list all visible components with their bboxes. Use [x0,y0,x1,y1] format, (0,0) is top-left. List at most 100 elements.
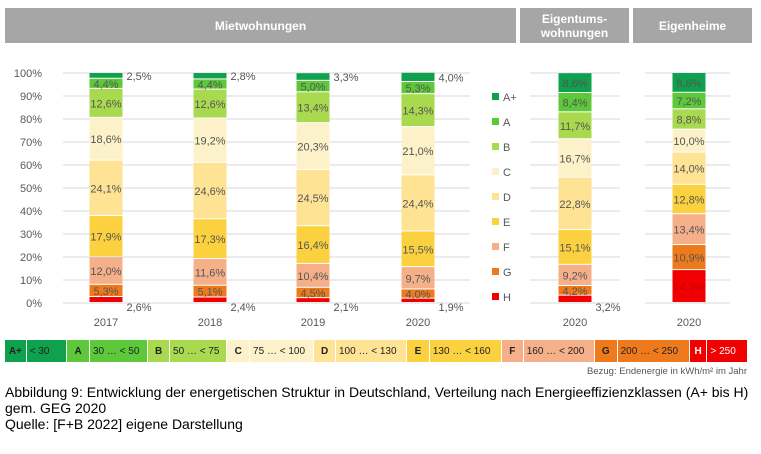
legend-swatch [492,293,499,300]
header-eigentumswohnungen: Eigentums- wohnungen [520,8,629,43]
bar-segment-F [193,259,227,285]
data-label: 11,7% [560,121,591,133]
legend-swatch [492,93,499,100]
data-label: 18,6% [90,134,121,146]
data-label: 14,3% [673,282,704,294]
bar-segment-C [672,129,706,152]
x-tick-label: 2017 [94,317,118,329]
bar-segment-F [296,263,330,287]
y-tick-label: 50% [20,183,42,195]
bar-segment-A+ [193,73,227,79]
data-label: 2,6% [127,302,152,314]
bar-segment-F [401,267,435,289]
figure-caption: Abbildung 9: Entwicklung der energetisch… [5,384,755,432]
data-label: 10,4% [297,271,328,283]
stacked-bar-chart: 0% 10% 20% 30% 40% 50% 60% 70% 80% 90% 100% 2,6% 5,3… [14,68,730,329]
bar-segment-D [672,152,706,184]
scale-range: 100 … < 130 [336,340,408,362]
bar-segment-B [672,109,706,129]
reference-note: Bezug: Endenergie in kWh/m² im Jahr [587,366,747,377]
legend-label: A+ [503,92,517,104]
bar-segment-F [89,257,123,284]
data-label: 9,2% [562,270,587,282]
scale-range: 75 … < 100 [250,340,315,362]
bar-segment-C [401,127,435,175]
x-tick-label: 2020 [563,317,587,329]
data-label: 16,7% [559,153,590,165]
bar-segment-B [558,112,592,139]
bar-segment-E [296,226,330,263]
x-tick-label: 2019 [301,317,325,329]
scale-range: 50 … < 75 [170,340,228,362]
bar-segment-H [672,270,706,302]
legend-label: D [503,192,511,204]
legend-swatch [492,168,499,175]
legend-swatch [492,118,499,125]
legend-label: F [503,242,510,254]
scale-class-A: A [67,340,90,362]
scale-range: 160 … < 200 [523,340,595,362]
bar-segment-E [672,184,706,214]
bar-segment-A [558,93,592,112]
data-label: 3,2% [596,302,621,314]
data-label: 12,0% [90,266,121,278]
scale-class-E: E [407,340,430,362]
y-tick-label: 10% [20,275,42,287]
header-eigenheime: Eigenheime [633,8,752,43]
legend-label: B [503,142,510,154]
bar-segment-A+ [296,73,330,80]
legend-label: A [503,117,511,129]
y-tick-label: 100% [14,68,42,80]
data-label: 13,4% [673,225,704,237]
bar-segment-D [296,169,330,226]
bar-segment-H [401,298,435,302]
data-label: 10,0% [673,136,704,148]
y-tick-label: 30% [20,229,42,241]
bar-segment-A+ [558,73,592,93]
data-label: 11,6% [195,267,226,279]
data-label: 12,6% [90,98,121,110]
scale-class-F: F [501,340,524,362]
bar-segment-H [89,297,123,302]
scale-class-A+: A+ [5,340,27,362]
bar-segment-A+ [672,73,706,92]
caption-source: Quelle: [F+B 2022] eigene Darstellung [5,416,243,432]
bar-segment-E [193,219,227,259]
y-tick-label: 0% [26,298,42,310]
header-mietwohnungen: Mietwohnungen [5,8,516,43]
legend-swatch [492,218,499,225]
data-label: 4,2% [562,286,587,298]
data-label: 17,9% [90,232,121,244]
data-label: 24,4% [402,198,433,210]
data-label: 14,0% [673,164,704,176]
x-tick-label: 2018 [198,317,222,329]
data-label: 8,4% [562,98,587,110]
bar-segment-B [296,92,330,123]
scale-range: 130 … < 160 [429,340,502,362]
data-label: 2,1% [334,302,359,314]
bar-segment-E [89,216,123,257]
y-tick-label: 20% [20,252,42,264]
data-label: 5,3% [93,286,118,298]
data-label: 22,8% [559,199,590,211]
data-label: 2,5% [127,71,152,83]
bar-segment-A+ [89,73,123,78]
bar-segment-E [401,231,435,267]
scale-class-C: C [227,340,251,362]
bar-segment-A+ [401,72,435,81]
bar-segment-G [296,287,330,298]
bar-segment-H [296,298,330,302]
data-label: 2,8% [231,71,256,83]
bar-segment-A [193,79,227,89]
legend-swatch [492,193,499,200]
data-label: 14,3% [402,106,433,118]
scale-range: 30 … < 50 [89,340,149,362]
data-label: 12,6% [194,99,225,111]
data-label: 13,4% [297,103,328,115]
bar-segment-G [193,285,227,297]
data-label: 1,9% [439,302,464,314]
scale-class-B: B [148,340,171,362]
bar-segment-G [672,245,706,270]
data-label: 4,0% [439,72,464,84]
scale-class-G: G [594,340,618,362]
